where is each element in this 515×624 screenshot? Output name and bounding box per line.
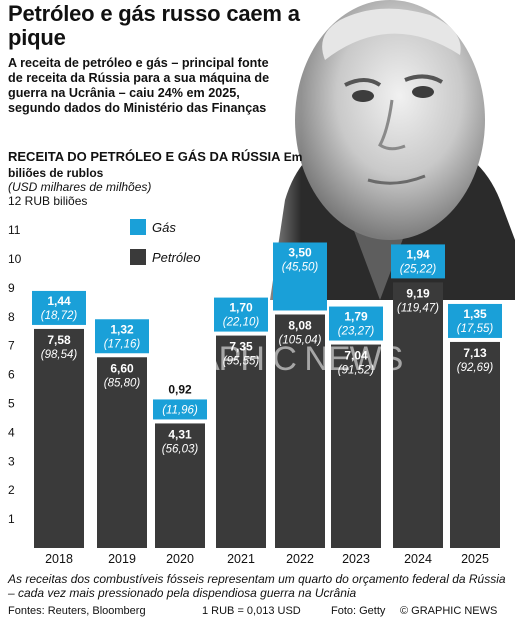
oil-bar bbox=[97, 357, 147, 548]
x-tick-label: 2021 bbox=[227, 552, 255, 566]
chart-title: RECEITA DO PETRÓLEO E GÁS DA RÚSSIA Em b… bbox=[8, 149, 308, 181]
gas-bar bbox=[95, 319, 149, 354]
x-tick-label: 2019 bbox=[108, 552, 136, 566]
y-axis: 1 2 3 4 5 6 7 8 9 10 11 12 RUB biliões bbox=[8, 194, 87, 526]
y-tick-label: 4 bbox=[8, 425, 15, 439]
x-tick-label: 2025 bbox=[461, 552, 489, 566]
gas-usd-label: (18,72) bbox=[41, 310, 78, 322]
oil-value-label: 7,35 bbox=[229, 340, 253, 354]
gas-bar bbox=[214, 297, 268, 332]
oil-usd-label: (98,54) bbox=[41, 349, 78, 361]
x-tick-label: 2022 bbox=[286, 552, 314, 566]
x-axis: 2018 2019 2020 2021 2022 2023 2024 2025 bbox=[45, 552, 489, 566]
oil-value-label: 9,19 bbox=[406, 286, 430, 300]
oil-bar bbox=[450, 341, 500, 548]
oil-value-label: 4,31 bbox=[168, 427, 192, 441]
watermark: GRAPHIC NEWS bbox=[148, 340, 403, 378]
x-tick-label: 2024 bbox=[404, 552, 432, 566]
conversion-rate: 1 RUB = 0,013 USD bbox=[202, 605, 301, 617]
gas-value-label: 1,79 bbox=[344, 310, 368, 324]
gas-value-label: 1,70 bbox=[229, 301, 253, 315]
oil-bar bbox=[393, 282, 443, 548]
gas-bar bbox=[391, 244, 445, 279]
x-tick-label: 2020 bbox=[166, 552, 194, 566]
y-tick-label: 8 bbox=[8, 310, 15, 324]
oil-usd-label: (119,47) bbox=[397, 302, 439, 314]
oil-usd-label: (85,80) bbox=[104, 377, 141, 389]
legend-label-oil: Petróleo bbox=[152, 250, 200, 265]
legend-label-gas: Gás bbox=[152, 220, 176, 235]
oil-value-label: 8,08 bbox=[288, 318, 312, 332]
x-tick-label: 2018 bbox=[45, 552, 73, 566]
gas-usd-label: (22,10) bbox=[223, 317, 260, 329]
y-tick-label: 9 bbox=[8, 281, 15, 295]
y-tick-label: 12 RUB biliões bbox=[8, 194, 87, 208]
oil-bar bbox=[155, 423, 205, 548]
copyright: © GRAPHIC NEWS bbox=[400, 605, 498, 617]
oil-bar bbox=[34, 328, 84, 548]
bars: 7,58 (98,54) 1,44 (18,72) 6,60 (85,80) 1,32 (17… bbox=[32, 242, 502, 548]
legend-swatch-oil bbox=[130, 249, 146, 265]
gas-value-label: 1,44 bbox=[47, 294, 71, 308]
gas-bar bbox=[32, 290, 86, 325]
gas-usd-label: (23,27) bbox=[338, 326, 375, 338]
gas-usd-label: (17,55) bbox=[457, 323, 494, 335]
gas-bar bbox=[329, 306, 383, 341]
legend: Gás Petróleo bbox=[130, 219, 200, 265]
gas-usd-label: (45,50) bbox=[282, 261, 319, 273]
page-subtitle: A receita de petróleo e gás – principal … bbox=[8, 56, 270, 115]
gas-bar bbox=[273, 242, 327, 311]
oil-value-label: 7,04 bbox=[344, 349, 368, 363]
chart-title-text: RECEITA DO PETRÓLEO E GÁS DA RÚSSIA bbox=[8, 149, 281, 164]
y-tick-label: 2 bbox=[8, 483, 15, 497]
oil-usd-label: (56,03) bbox=[162, 443, 199, 455]
gas-bar bbox=[448, 303, 502, 338]
gas-value-label: 1,35 bbox=[463, 307, 487, 321]
gas-value-label: 1,32 bbox=[110, 322, 134, 336]
gas-value-label: 3,50 bbox=[288, 245, 312, 259]
photo-credit: Foto: Getty bbox=[331, 605, 386, 617]
chart-unit: Em biliões de rublos bbox=[8, 150, 303, 180]
oil-usd-label: (91,52) bbox=[338, 365, 375, 377]
oil-usd-label: (95,55) bbox=[223, 356, 260, 368]
y-tick-label: 5 bbox=[8, 397, 15, 411]
gas-value-label: 1,94 bbox=[406, 247, 430, 261]
x-tick-label: 2023 bbox=[342, 552, 370, 566]
sources: Fontes: Reuters, Bloomberg bbox=[8, 605, 146, 617]
footnote: As receitas dos combustíveis fósseis rep… bbox=[8, 572, 506, 600]
oil-usd-label: (105,04) bbox=[279, 334, 322, 346]
y-tick-label: 3 bbox=[8, 454, 15, 468]
oil-value-label: 6,60 bbox=[110, 361, 134, 375]
gas-usd-label: (17,16) bbox=[104, 338, 141, 350]
y-tick-label: 10 bbox=[8, 252, 22, 266]
y-tick-label: 1 bbox=[8, 512, 15, 526]
y-tick-label: 6 bbox=[8, 368, 15, 382]
oil-value-label: 7,58 bbox=[47, 333, 71, 347]
oil-bar bbox=[216, 335, 266, 548]
gas-bar bbox=[153, 399, 207, 420]
oil-value-label: 7,13 bbox=[463, 346, 487, 360]
chart-subtitle: (USD milhares de milhões) bbox=[8, 180, 152, 194]
y-tick-label: 7 bbox=[8, 339, 15, 353]
page-title: Petróleo e gás russo caem a pique bbox=[8, 1, 300, 50]
gas-value-label: 0,92 bbox=[168, 382, 192, 396]
y-tick-label: 11 bbox=[8, 223, 21, 237]
oil-bar bbox=[275, 314, 325, 548]
oil-usd-label: (92,69) bbox=[457, 362, 494, 374]
legend-swatch-gas bbox=[130, 219, 146, 235]
gas-usd-label: (25,22) bbox=[400, 263, 437, 275]
gas-usd-label: (11,96) bbox=[162, 404, 198, 416]
oil-bar bbox=[331, 344, 381, 548]
